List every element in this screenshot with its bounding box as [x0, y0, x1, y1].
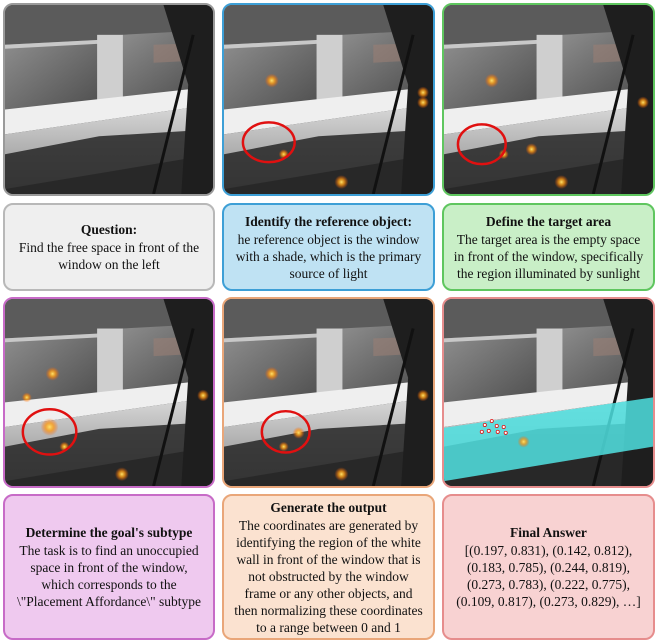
subtype-marker [21, 408, 78, 456]
step-title: Define the target area [485, 213, 612, 229]
final-answer-card: Final Answer [(0.197, 0.831), (0.142, 0.… [442, 494, 655, 640]
step-title: Final Answer [510, 525, 587, 540]
target-area-marker [456, 123, 507, 166]
step-text: The target area is the empty space in fr… [453, 231, 644, 281]
step-text: he reference object is the window with a… [235, 231, 422, 281]
scene-image-2 [222, 3, 435, 196]
step-text: Find the free space in front of the wind… [18, 240, 200, 272]
step-title: Generate the output [270, 499, 387, 515]
step-title: Determine the goal's subtype [25, 525, 193, 540]
scene-image-1 [3, 3, 215, 196]
answer-points [479, 419, 508, 435]
goal-subtype-card: Determine the goal's subtype The task is… [3, 494, 215, 640]
generate-output-card: Generate the output The coordinates are … [222, 494, 435, 640]
reference-object-marker [241, 121, 296, 164]
scene-image-5 [222, 297, 435, 488]
step-title: Identify the reference object: [244, 213, 413, 229]
step-text: The task is to find an unoccupied space … [17, 543, 201, 609]
step-title: Question: [80, 222, 138, 237]
step-text: The coordinates are generated by identif… [234, 517, 423, 635]
scene-image-4 [3, 297, 215, 488]
question-card: Question: Find the free space in front o… [3, 203, 215, 291]
reference-object-card: Identify the reference object: he refere… [222, 203, 435, 291]
scene-image-3 [442, 3, 655, 196]
target-area-card: Define the target area The target area i… [442, 203, 655, 291]
output-marker [260, 409, 311, 454]
answer-region-highlight [444, 397, 653, 482]
scene-image-6 [442, 297, 655, 488]
step-text: [(0.197, 0.831), (0.142, 0.812), (0.183,… [456, 543, 641, 609]
